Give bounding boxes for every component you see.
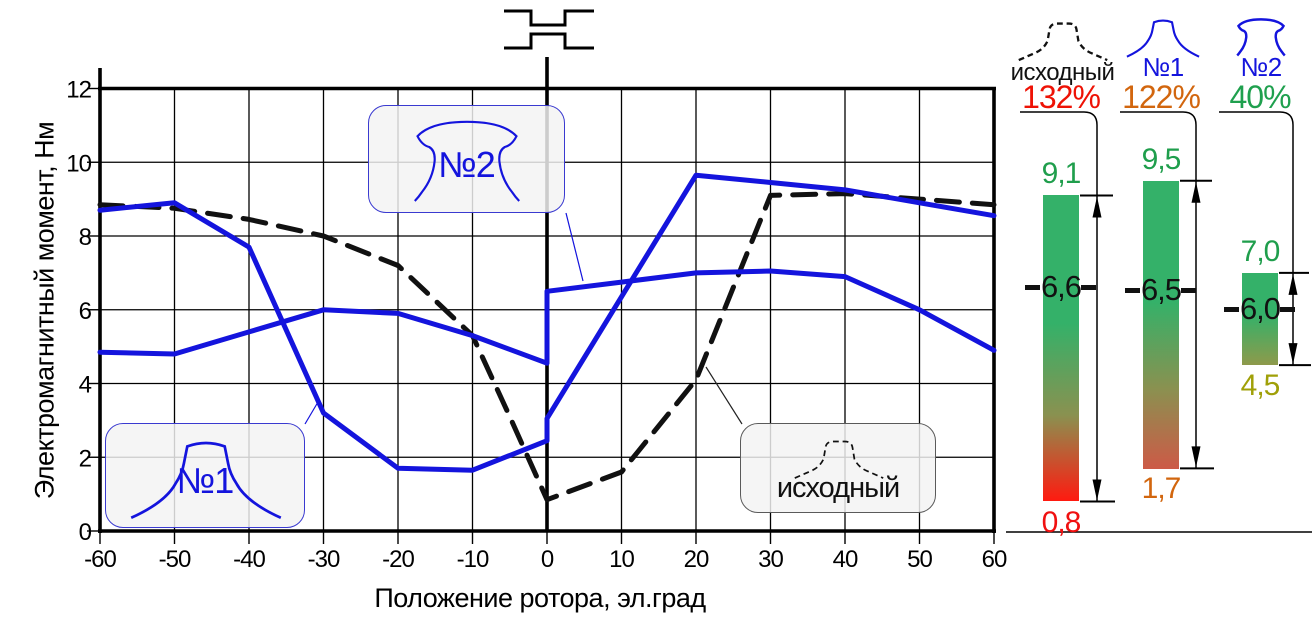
callout-ishodny: исходный <box>740 423 936 513</box>
x-tick-label: -50 <box>159 546 191 573</box>
callout-n2-label: №2 <box>438 144 496 185</box>
y-tick-label: 10 <box>66 150 91 177</box>
dimension-arrow-down <box>1191 446 1201 468</box>
x-tick-label: 40 <box>833 546 858 573</box>
percent-leader-line <box>1120 111 1197 126</box>
tooth-profile-ishodny-small-icon <box>1017 22 1108 62</box>
x-tick-label: 60 <box>982 546 1007 573</box>
tooth-profile-ishodny-icon <box>794 440 884 479</box>
dimension-arrow-up <box>1288 273 1298 295</box>
callout-n2: №2 <box>368 105 565 213</box>
x-tick-label: -10 <box>457 546 489 573</box>
x-axis-title: Положение ротора, эл.град <box>374 583 706 613</box>
series-n1 <box>97 172 997 473</box>
legend-label-ishodny: исходный <box>1010 59 1115 86</box>
legend-item-n2: №2 <box>1220 12 1302 82</box>
dimension-arrow-down <box>1092 479 1102 501</box>
callout-leader-line <box>705 366 743 425</box>
legend-label-n1: №1 <box>1142 52 1184 82</box>
y-tick-label: 6 <box>79 298 92 325</box>
x-tick-label: 30 <box>758 546 783 573</box>
y-axis-title: Электромагнитный момент, Нм <box>29 121 60 500</box>
series-ishodny <box>97 191 997 503</box>
tooth-profile-n2-small-icon <box>1236 18 1286 57</box>
y-tick-label: 8 <box>79 224 92 251</box>
callout-n1: №1 <box>105 423 305 528</box>
x-tick-label: -40 <box>233 546 265 573</box>
callout-n1-label: №1 <box>176 460 235 501</box>
callout-leader-line <box>565 212 584 282</box>
x-tick-label: 0 <box>541 546 554 573</box>
x-tick-label: 50 <box>907 546 932 573</box>
x-tick-label: -20 <box>382 546 414 573</box>
y-tick-label: 0 <box>79 519 92 546</box>
series-n2 <box>97 268 997 366</box>
x-tick-label: -60 <box>84 546 116 573</box>
tooth-profile-n1-icon <box>130 441 282 520</box>
dimension-arrow-down <box>1288 343 1298 365</box>
tooth-profile-n2-icon <box>414 120 520 202</box>
legend-item-ishodny: исходный <box>1005 12 1120 86</box>
x-tick-label: 20 <box>684 546 709 573</box>
callout-ishodny-label: исходный <box>776 472 900 504</box>
y-tick-label: 12 <box>66 77 91 104</box>
x-tick-label: 10 <box>609 546 634 573</box>
callout-leader-line <box>304 401 319 425</box>
tooth-profile-n1-small-icon <box>1126 19 1200 58</box>
dimension-arrow-up <box>1191 181 1201 203</box>
percent-leader-line <box>1219 111 1294 126</box>
slot-cross-section-icon <box>504 9 594 50</box>
legend-item-n1: №1 <box>1122 12 1204 82</box>
dimension-arrow-up <box>1092 196 1102 218</box>
legend-label-n2: №2 <box>1240 52 1282 82</box>
y-tick-label: 2 <box>79 445 92 472</box>
x-tick-label: -30 <box>308 546 340 573</box>
y-tick-label: 4 <box>79 372 92 399</box>
percent-leader-line <box>1020 111 1098 126</box>
